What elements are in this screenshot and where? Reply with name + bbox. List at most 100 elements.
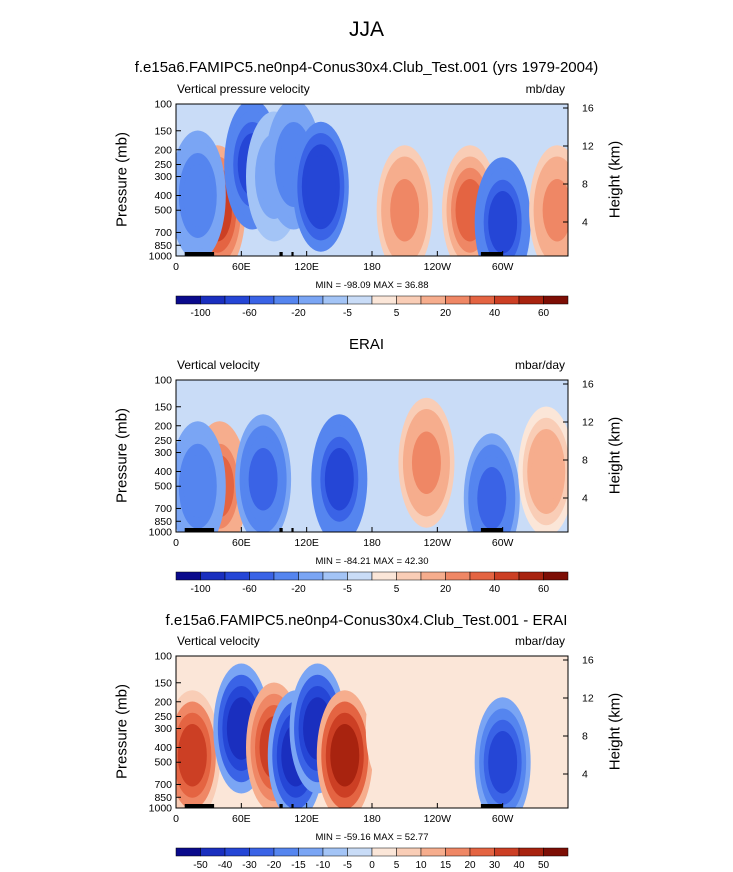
panel1-colorbar-label: 5	[394, 308, 400, 319]
panel2-minmax: MIN = -84.21 MAX = 42.30	[315, 556, 429, 567]
panel3-y2tick-label: 12	[582, 693, 594, 705]
panel1-ytick-label: 250	[154, 159, 172, 171]
panel1-land-mask	[184, 252, 215, 256]
panel3-colorbar-label: -15	[291, 860, 306, 871]
panel1-y2tick-label: 4	[582, 217, 588, 229]
panel2-contour-blob	[531, 440, 561, 503]
panel3-variable-label: Vertical velocity	[177, 634, 260, 648]
panel2-colorbar-swatch	[396, 571, 422, 581]
panel2-colorbar-label: -100	[190, 584, 210, 595]
panel3-contour-blob	[488, 730, 518, 794]
panel2-xtick-label: 0	[173, 537, 179, 549]
panel1-colorbar-swatch	[249, 295, 275, 305]
panel3-contour-blob	[177, 724, 207, 787]
panel1-ytick-label: 700	[154, 227, 172, 239]
panel1-colorbar-swatch	[543, 295, 569, 305]
panel1-colorbar-swatch	[469, 295, 495, 305]
panel2-y2tick-label: 12	[582, 417, 594, 429]
panel3-title: f.e15a6.FAMIPC5.ne0np4-Conus30x4.Club_Te…	[165, 612, 568, 629]
panel3-ytick-label: 850	[154, 792, 172, 804]
panel1-contour-blob	[390, 178, 420, 242]
panel1-colorbar-label: 40	[489, 308, 501, 319]
panel1-colorbar-label: -100	[190, 308, 210, 319]
panel1-colorbar-swatch	[175, 295, 201, 305]
panel1-colorbar-swatch	[200, 295, 226, 305]
panel2-colorbar-swatch	[420, 571, 446, 581]
panel3-colorbar-label: 50	[538, 860, 550, 871]
panel3-colorbar-label: 10	[415, 860, 427, 871]
panel3-xtick-label: 180	[363, 813, 381, 825]
panel1-colorbar-swatch	[298, 295, 324, 305]
panel3-colorbar-swatch	[420, 847, 446, 857]
panel2-colorbar-swatch	[175, 571, 201, 581]
panel3-colorbar-label: 5	[394, 860, 400, 871]
panel1-land-mask	[291, 252, 294, 256]
panel3-xtick-label: 0	[173, 813, 179, 825]
panel2-variable-label: Vertical velocity	[177, 358, 260, 372]
panel2-colorbar-swatch	[298, 571, 324, 581]
panel3-colorbar-swatch	[224, 847, 250, 857]
panel1-land-mask	[480, 252, 503, 256]
panel3-colorbar-label: 20	[464, 860, 476, 871]
panel2-colorbar-swatch	[249, 571, 275, 581]
figure-title: JJA	[348, 18, 384, 41]
panel1-xtick-label: 60E	[232, 261, 251, 273]
panel1-colorbar-swatch	[322, 295, 348, 305]
panel1-ytick-label: 500	[154, 205, 172, 217]
panel3-y2tick-label: 16	[582, 655, 594, 667]
panel2-xtick-label: 60W	[492, 537, 514, 549]
panel3-ytick-label: 400	[154, 742, 172, 754]
panel1-contour-blob	[306, 155, 336, 218]
panel2-colorbar-label: -60	[242, 584, 257, 595]
panel1-colorbar-label: 60	[538, 308, 550, 319]
panel2-contour-blob	[411, 431, 441, 494]
panel3-minmax: MIN = -59.16 MAX = 52.77	[315, 832, 429, 843]
panel1-colorbar-swatch	[371, 295, 397, 305]
panel1-y2tick-label: 16	[582, 103, 594, 115]
panel3-y2tick-label: 4	[582, 769, 588, 781]
panel2-colorbar-swatch	[543, 571, 569, 581]
panel2-ytick-label: 300	[154, 447, 172, 459]
panel3-contour-blob	[379, 697, 409, 760]
panel1-y2tick-label: 8	[582, 179, 588, 191]
panel2-colorbar-swatch	[347, 571, 373, 581]
panel2-ytick-label: 500	[154, 481, 172, 493]
panel3-land-mask	[279, 804, 283, 808]
panel2-land-mask	[291, 528, 294, 532]
panel1-xtick-label: 120E	[294, 261, 319, 273]
panel1-colorbar-label: 20	[440, 308, 452, 319]
panel2-land-mask	[184, 528, 215, 532]
panel3-colorbar-label: -20	[267, 860, 282, 871]
panel2-ytick-label: 700	[154, 503, 172, 515]
panel3-colorbar-swatch	[273, 847, 299, 857]
panel3-colorbar-label: -30	[242, 860, 257, 871]
panel2-ytick-label: 1000	[149, 527, 173, 539]
panel3-colorbar-swatch	[445, 847, 471, 857]
panel3-ytick-label: 700	[154, 779, 172, 791]
panel3-y2tick-label: 8	[582, 731, 588, 743]
panel3-colorbar-swatch	[396, 847, 422, 857]
panel3-colorbar-label: 40	[513, 860, 525, 871]
panel2-colorbar-swatch	[273, 571, 299, 581]
panel1-xtick-label: 0	[173, 261, 179, 273]
panel1-y2tick-label: 12	[582, 141, 594, 153]
panel1-colorbar-label: -5	[343, 308, 352, 319]
panel2-colorbar-swatch	[200, 571, 226, 581]
panel3-ytick-label: 250	[154, 711, 172, 723]
panel1-colorbar-swatch	[347, 295, 373, 305]
panel1-contour-blob	[542, 179, 568, 242]
panel3-ytick-label: 500	[154, 757, 172, 769]
panel3-land-mask	[291, 804, 294, 808]
panel2-xtick-label: 180	[363, 537, 381, 549]
panel2-xtick-label: 120W	[424, 537, 452, 549]
panel3-colorbar-label: 30	[489, 860, 501, 871]
panel1-variable-label: Vertical pressure velocity	[177, 82, 310, 96]
panel3-colorbar-swatch	[200, 847, 226, 857]
panel2-contour-blob	[324, 448, 354, 511]
panel1-colorbar-swatch	[420, 295, 446, 305]
panel1-title: f.e15a6.FAMIPC5.ne0np4-Conus30x4.Club_Te…	[134, 59, 599, 76]
panel2-colorbar-label: 40	[489, 584, 501, 595]
panel2-colorbar-swatch	[494, 571, 520, 581]
panel2-colorbar-label: 5	[394, 584, 400, 595]
panel3-colorbar-swatch	[518, 847, 544, 857]
